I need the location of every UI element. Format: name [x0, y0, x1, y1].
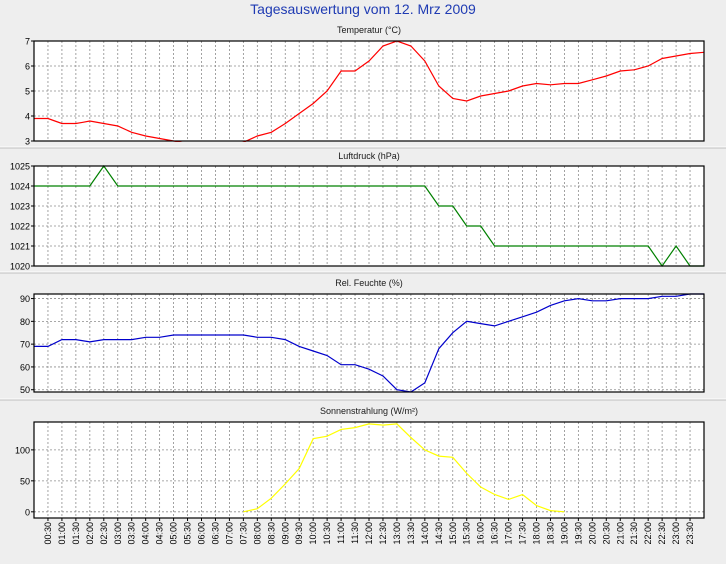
- x-tick-label: 17:00: [504, 522, 514, 545]
- x-tick-label: 06:30: [210, 522, 220, 545]
- y-tick-label: 90: [20, 294, 30, 304]
- x-tick-label: 19:30: [573, 522, 583, 545]
- x-tick-label: 11:00: [336, 522, 346, 544]
- y-tick-label: 3: [25, 137, 30, 147]
- y-tick-label: 80: [20, 317, 30, 327]
- series-line: [243, 423, 565, 513]
- x-tick-label: 04:30: [155, 522, 165, 545]
- x-tick-label: 05:30: [183, 522, 193, 545]
- x-tick-label: 14:00: [420, 522, 430, 545]
- series-line: [34, 40, 704, 142]
- x-tick-label: 05:00: [169, 522, 179, 545]
- x-tick-label: 00:30: [43, 522, 53, 545]
- x-tick-label: 13:30: [406, 522, 416, 545]
- x-tick-label: 13:00: [392, 522, 402, 545]
- y-tick-label: 1021: [10, 242, 30, 252]
- y-tick-label: 6: [25, 62, 30, 72]
- x-tick-label: 15:00: [448, 522, 458, 545]
- y-tick-label: 70: [20, 340, 30, 350]
- x-tick-label: 20:00: [587, 522, 597, 545]
- x-tick-label: 16:00: [476, 522, 486, 545]
- x-tick-label: 19:00: [559, 522, 569, 545]
- y-tick-label: 60: [20, 362, 30, 372]
- x-tick-label: 12:00: [364, 522, 374, 545]
- x-tick-label: 09:00: [280, 522, 290, 545]
- series-line: [34, 165, 704, 267]
- x-tick-label: 07:00: [224, 522, 234, 545]
- x-tick-label: 01:00: [57, 522, 67, 545]
- x-tick-label: 07:30: [238, 522, 248, 545]
- chart-title: Luftdruck (hPa): [338, 151, 400, 161]
- x-tick-label: 21:00: [615, 522, 625, 545]
- y-tick-label: 5: [25, 87, 30, 97]
- y-tick-label: 1023: [10, 202, 30, 212]
- y-tick-label: 1020: [10, 262, 30, 272]
- x-tick-label: 18:30: [545, 522, 555, 545]
- x-tick-label: 22:00: [643, 522, 653, 545]
- x-tick-label: 21:30: [629, 522, 639, 545]
- x-tick-label: 04:00: [141, 522, 151, 545]
- x-tick-label: 01:30: [71, 522, 81, 545]
- x-tick-label: 08:00: [252, 522, 262, 545]
- x-tick-label: 02:30: [99, 522, 109, 545]
- x-tick-label: 02:00: [85, 522, 95, 545]
- x-tick-label: 11:30: [350, 522, 360, 544]
- y-tick-label: 50: [20, 476, 30, 486]
- page-title: Tagesauswertung vom 12. Mrz 2009: [250, 1, 476, 17]
- x-tick-label: 20:30: [601, 522, 611, 545]
- x-tick-label: 23:00: [671, 522, 681, 545]
- y-tick-label: 4: [25, 112, 30, 122]
- x-tick-label: 18:00: [532, 522, 542, 545]
- plot-frame: [33, 165, 705, 267]
- chart-title: Temperatur (°C): [337, 25, 401, 35]
- x-tick-label: 22:30: [657, 522, 667, 545]
- x-tick-label: 15:30: [462, 522, 472, 545]
- x-tick-label: 09:30: [294, 522, 304, 545]
- x-tick-label: 03:00: [113, 522, 123, 545]
- x-tick-label: 06:00: [197, 522, 207, 545]
- x-tick-label: 23:30: [685, 522, 695, 545]
- chart-title: Sonnenstrahlung (W/m²): [320, 406, 418, 416]
- x-tick-label: 10:00: [308, 522, 318, 545]
- plot-frame: [33, 293, 705, 393]
- y-tick-label: 1024: [10, 182, 30, 192]
- y-tick-label: 100: [15, 445, 30, 455]
- chart-title: Rel. Feuchte (%): [335, 278, 403, 288]
- y-tick-label: 7: [25, 37, 30, 47]
- y-tick-label: 0: [25, 507, 30, 517]
- x-tick-label: 17:30: [518, 522, 528, 545]
- x-tick-label: 12:30: [378, 522, 388, 545]
- x-tick-label: 03:30: [127, 522, 137, 545]
- x-tick-label: 16:30: [490, 522, 500, 545]
- x-tick-label: 14:30: [434, 522, 444, 545]
- x-tick-label: 08:30: [266, 522, 276, 545]
- y-tick-label: 1025: [10, 162, 30, 172]
- y-tick-label: 50: [20, 385, 30, 395]
- y-tick-label: 1022: [10, 222, 30, 232]
- series-line: [34, 293, 704, 393]
- x-tick-label: 10:30: [322, 522, 332, 545]
